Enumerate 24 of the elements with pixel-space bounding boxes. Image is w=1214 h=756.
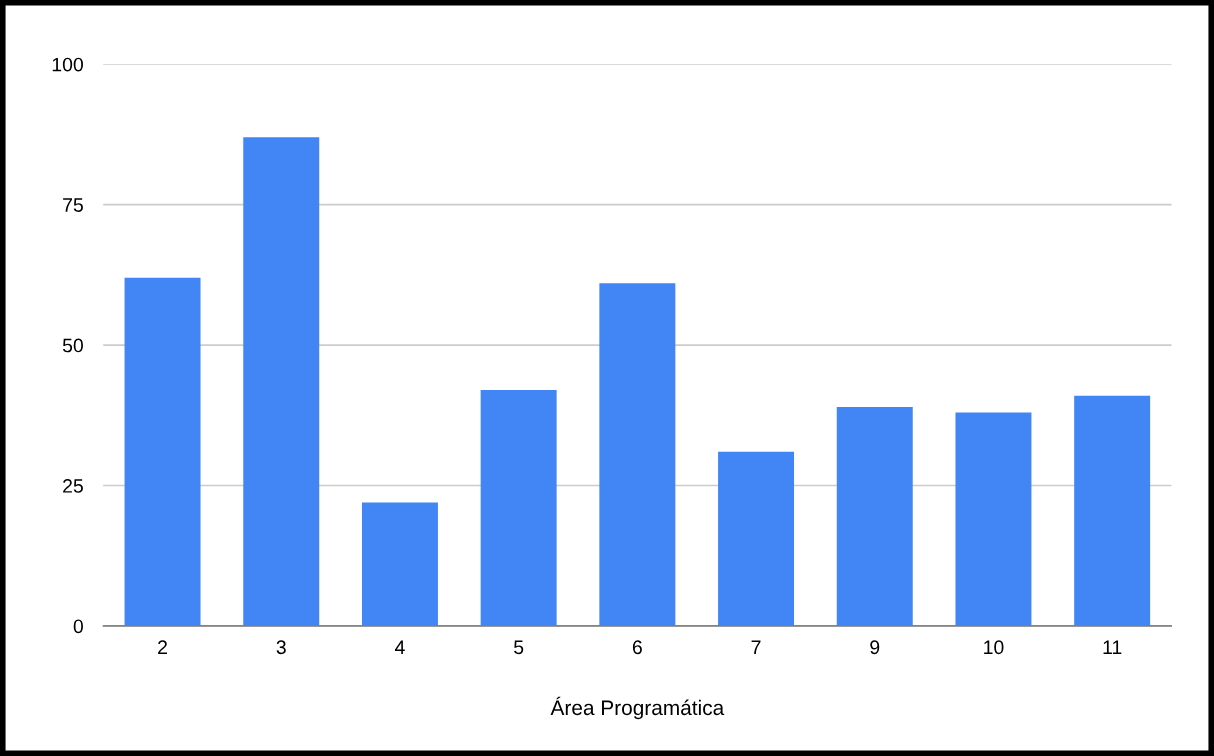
bar xyxy=(599,283,676,626)
bar xyxy=(718,451,795,626)
x-tick-label: 3 xyxy=(276,640,286,655)
bar xyxy=(243,137,320,626)
x-tick-label: 7 xyxy=(751,640,761,654)
bar xyxy=(1074,395,1151,626)
bar xyxy=(955,412,1032,626)
bar xyxy=(480,390,557,626)
x-tick-label: 10 xyxy=(984,640,1004,655)
y-tick-label: 25 xyxy=(63,479,83,493)
y-tick-label: 0 xyxy=(73,619,83,634)
bar xyxy=(361,502,438,626)
y-tick-label: 100 xyxy=(52,57,83,72)
x-tick-label: 6 xyxy=(632,640,642,655)
bar xyxy=(836,406,913,626)
x-tick-label: 11 xyxy=(1103,640,1122,654)
x-axis-title: Área Programática xyxy=(550,696,725,720)
y-tick-label: 75 xyxy=(63,198,83,212)
x-tick-label: 2 xyxy=(158,640,167,654)
x-tick-label: 9 xyxy=(870,640,880,655)
x-tick-label: 5 xyxy=(514,640,524,655)
x-tick-label: 4 xyxy=(394,640,405,654)
y-tick-label: 50 xyxy=(62,338,83,353)
bar xyxy=(124,277,201,626)
